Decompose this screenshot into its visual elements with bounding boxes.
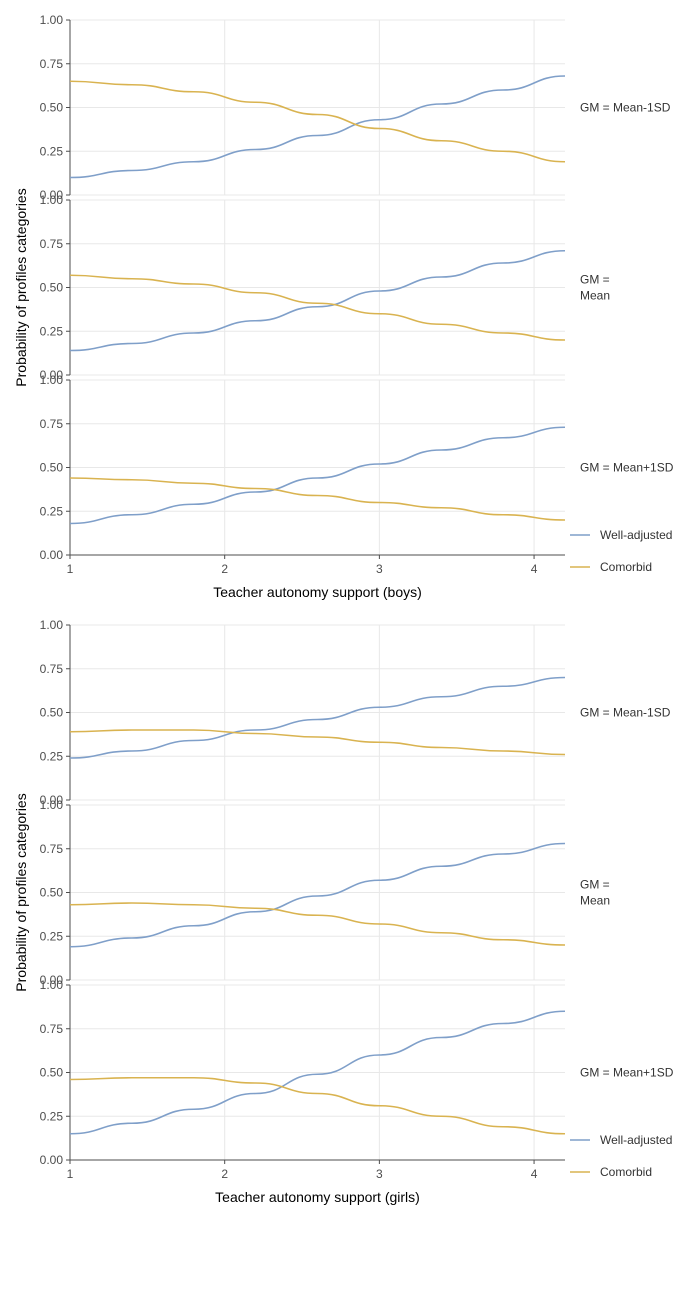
series-well_adjusted [70,844,565,947]
legend-label: Comorbid [600,560,652,574]
y-tick-label: 1.00 [40,13,64,27]
y-axis-label: Probability of profiles categories [13,793,29,991]
y-tick-label: 0.75 [40,662,64,676]
y-tick-label: 0.25 [40,1109,64,1123]
y-tick-label: 0.50 [40,1066,64,1080]
x-tick-label: 3 [376,1167,383,1181]
x-tick-label: 1 [67,562,74,576]
series-comorbid [70,81,565,162]
series-well_adjusted [70,251,565,351]
facet-label: GM = Mean-1SD [580,101,671,115]
y-tick-label: 1.00 [40,373,64,387]
facet-label: GM = Mean+1SD [580,461,674,475]
y-tick-label: 0.00 [40,1153,64,1167]
chart-group-1: 0.000.250.500.751.00GM = Mean-1SD0.000.2… [10,615,675,1220]
y-tick-label: 0.50 [40,886,64,900]
x-tick-label: 1 [67,1167,74,1181]
x-tick-label: 4 [531,562,538,576]
y-tick-label: 0.75 [40,1022,64,1036]
chart-group-0: 0.000.250.500.751.00GM = Mean-1SD0.000.2… [10,10,675,615]
y-tick-label: 0.75 [40,57,64,71]
y-tick-label: 0.75 [40,417,64,431]
y-tick-label: 1.00 [40,193,64,207]
y-tick-label: 0.50 [40,461,64,475]
facet-label: GM = [580,878,610,892]
y-tick-label: 1.00 [40,618,64,632]
legend-label: Well-adjusted [600,528,672,542]
series-well_adjusted [70,678,565,759]
y-tick-label: 0.50 [40,706,64,720]
facet-label: GM = [580,273,610,287]
y-tick-label: 0.00 [40,548,64,562]
facet-label: Mean [580,289,610,303]
facet-label: Mean [580,894,610,908]
y-tick-label: 0.50 [40,281,64,295]
x-tick-label: 3 [376,562,383,576]
series-well_adjusted [70,427,565,523]
series-well_adjusted [70,76,565,178]
series-comorbid [70,1078,565,1134]
x-tick-label: 4 [531,1167,538,1181]
facet-label: GM = Mean+1SD [580,1066,674,1080]
x-tick-label: 2 [221,1167,228,1181]
series-comorbid [70,903,565,945]
y-tick-label: 0.75 [40,842,64,856]
series-comorbid [70,275,565,340]
y-tick-label: 0.25 [40,504,64,518]
y-tick-label: 0.25 [40,324,64,338]
y-tick-label: 0.25 [40,929,64,943]
y-tick-label: 1.00 [40,978,64,992]
x-axis-label: Teacher autonomy support (boys) [213,584,422,600]
y-tick-label: 0.50 [40,101,64,115]
legend-label: Well-adjusted [600,1133,672,1147]
y-axis-label: Probability of profiles categories [13,188,29,386]
y-tick-label: 0.25 [40,749,64,763]
legend-label: Comorbid [600,1165,652,1179]
y-tick-label: 0.25 [40,144,64,158]
facet-label: GM = Mean-1SD [580,706,671,720]
y-tick-label: 0.75 [40,237,64,251]
figure: 0.00 0.25 0.50 0.75 1.00 GM = Mean-1SD 0.00 0.2… [10,10,675,1220]
x-axis-label: Teacher autonomy support (girls) [215,1189,420,1205]
x-tick-label: 2 [221,562,228,576]
y-tick-label: 1.00 [40,798,64,812]
